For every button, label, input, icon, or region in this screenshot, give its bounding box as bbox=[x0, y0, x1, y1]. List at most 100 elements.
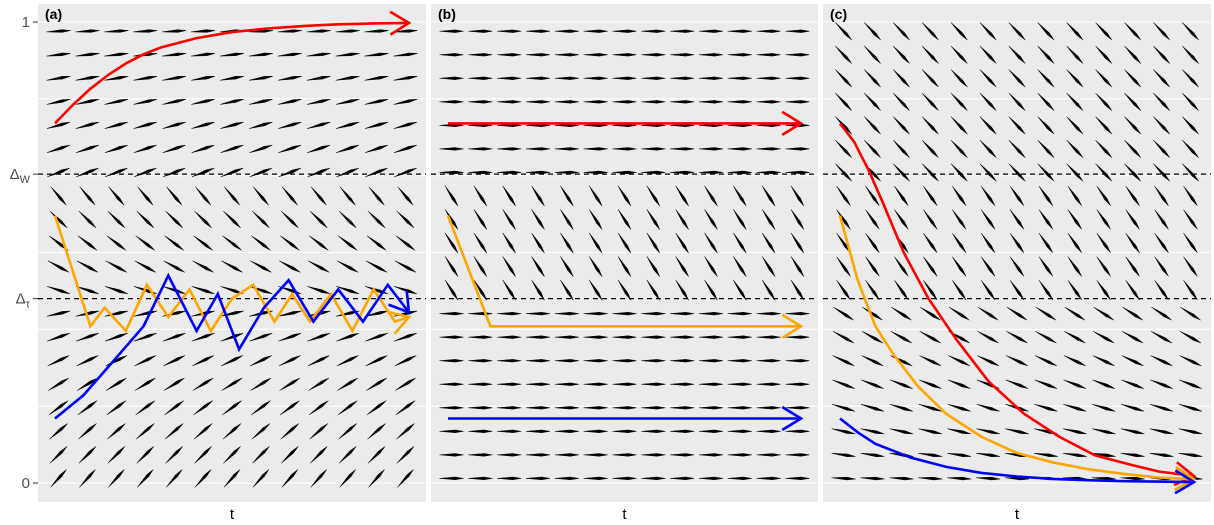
field-arrow bbox=[921, 22, 939, 41]
field-arrow bbox=[979, 69, 997, 88]
field-arrow bbox=[864, 45, 881, 64]
field-arrow bbox=[393, 99, 418, 105]
field-arrow bbox=[920, 306, 941, 321]
field-arrow bbox=[947, 404, 971, 412]
field-arrow bbox=[76, 260, 99, 273]
field-arrow bbox=[612, 100, 637, 104]
field-arrow bbox=[1038, 209, 1053, 230]
field-arrow bbox=[947, 453, 972, 457]
field-arrow bbox=[223, 210, 241, 229]
field-arrow bbox=[923, 256, 938, 277]
field-arrow bbox=[364, 99, 389, 105]
field-arrow bbox=[223, 469, 241, 488]
field-arrow bbox=[307, 355, 330, 367]
field-arrow bbox=[1120, 428, 1145, 435]
field-arrow bbox=[1096, 209, 1111, 230]
field-arrow bbox=[947, 476, 972, 481]
field-arrow bbox=[468, 335, 493, 339]
field-arrow bbox=[394, 355, 417, 367]
field-arrow bbox=[583, 335, 608, 339]
field-arrow bbox=[162, 121, 186, 129]
field-arrow bbox=[1034, 379, 1058, 389]
field-arrow bbox=[727, 29, 752, 33]
field-arrow bbox=[785, 359, 810, 363]
field-arrow bbox=[1182, 139, 1199, 158]
field-arrow bbox=[612, 53, 637, 57]
field-arrow bbox=[278, 121, 302, 129]
field-arrow bbox=[864, 116, 881, 135]
field-arrow bbox=[277, 52, 302, 57]
field-arrow bbox=[1179, 379, 1202, 389]
field-arrow bbox=[75, 76, 100, 81]
field-arrow bbox=[1091, 428, 1116, 435]
field-arrow bbox=[252, 469, 270, 488]
field-arrow bbox=[531, 232, 545, 254]
field-arrow bbox=[1006, 331, 1028, 344]
field-arrow bbox=[727, 53, 752, 57]
field-arrow bbox=[704, 256, 718, 277]
field-arrow bbox=[106, 235, 127, 251]
field-arrow bbox=[979, 92, 997, 111]
field-arrow bbox=[612, 359, 637, 363]
field-arrow bbox=[733, 256, 747, 277]
field-arrow bbox=[727, 100, 752, 104]
field-arrow bbox=[310, 446, 328, 464]
field-arrow bbox=[137, 186, 154, 206]
field-arrow bbox=[1124, 69, 1142, 88]
field-arrow bbox=[525, 382, 551, 386]
field-arrow bbox=[337, 377, 359, 391]
field-arrow bbox=[860, 476, 885, 481]
field-arrow bbox=[1154, 280, 1169, 301]
field-arrow bbox=[364, 76, 389, 81]
field-arrow bbox=[439, 312, 464, 316]
field-arrow bbox=[250, 260, 272, 273]
field-arrow bbox=[860, 453, 885, 457]
field-arrow bbox=[278, 355, 301, 367]
field-arrow bbox=[921, 45, 939, 64]
field-arrow bbox=[1125, 256, 1140, 277]
field-arrow bbox=[641, 76, 666, 80]
field-arrow bbox=[336, 286, 360, 295]
field-arrow bbox=[583, 312, 608, 316]
field-arrow bbox=[617, 256, 632, 277]
field-arrow bbox=[250, 377, 272, 391]
field-arrow bbox=[439, 335, 464, 339]
field-arrow bbox=[1038, 185, 1053, 206]
field-arrow bbox=[47, 332, 70, 342]
field-arrow bbox=[952, 233, 967, 254]
field-arrow bbox=[589, 232, 603, 254]
field-arrow bbox=[583, 453, 608, 457]
field-arrow bbox=[670, 406, 695, 410]
field-arrow bbox=[892, 92, 910, 111]
field-arrow bbox=[733, 185, 747, 207]
field-arrow bbox=[222, 235, 242, 251]
series-line-red bbox=[54, 21, 410, 125]
field-arrow bbox=[1092, 404, 1116, 412]
field-arrow bbox=[583, 100, 608, 104]
field-arrow bbox=[785, 382, 810, 386]
y-tick-label: 0 bbox=[22, 475, 30, 492]
field-arrow bbox=[554, 147, 579, 151]
field-arrow bbox=[364, 121, 389, 129]
field-arrow bbox=[727, 382, 752, 386]
field-arrow bbox=[395, 400, 416, 416]
field-arrow bbox=[497, 335, 522, 339]
field-arrow bbox=[790, 185, 805, 207]
field-arrow bbox=[1149, 404, 1174, 412]
field-arrow bbox=[309, 423, 328, 440]
field-arrow bbox=[950, 22, 968, 41]
field-arrow bbox=[281, 469, 299, 488]
field-arrow bbox=[727, 312, 752, 316]
field-arrow bbox=[1008, 22, 1026, 41]
field-arrow bbox=[280, 235, 300, 251]
field-arrow bbox=[950, 45, 968, 64]
field-arrow bbox=[279, 260, 301, 273]
panel-tag: (b) bbox=[438, 6, 456, 22]
field-arrow bbox=[733, 209, 747, 230]
field-arrow bbox=[952, 280, 967, 301]
x-axis-title: t bbox=[1015, 506, 1020, 523]
field-arrow bbox=[395, 377, 416, 391]
field-arrow bbox=[251, 400, 271, 416]
field-arrow bbox=[339, 469, 356, 488]
field-arrow bbox=[785, 476, 810, 481]
